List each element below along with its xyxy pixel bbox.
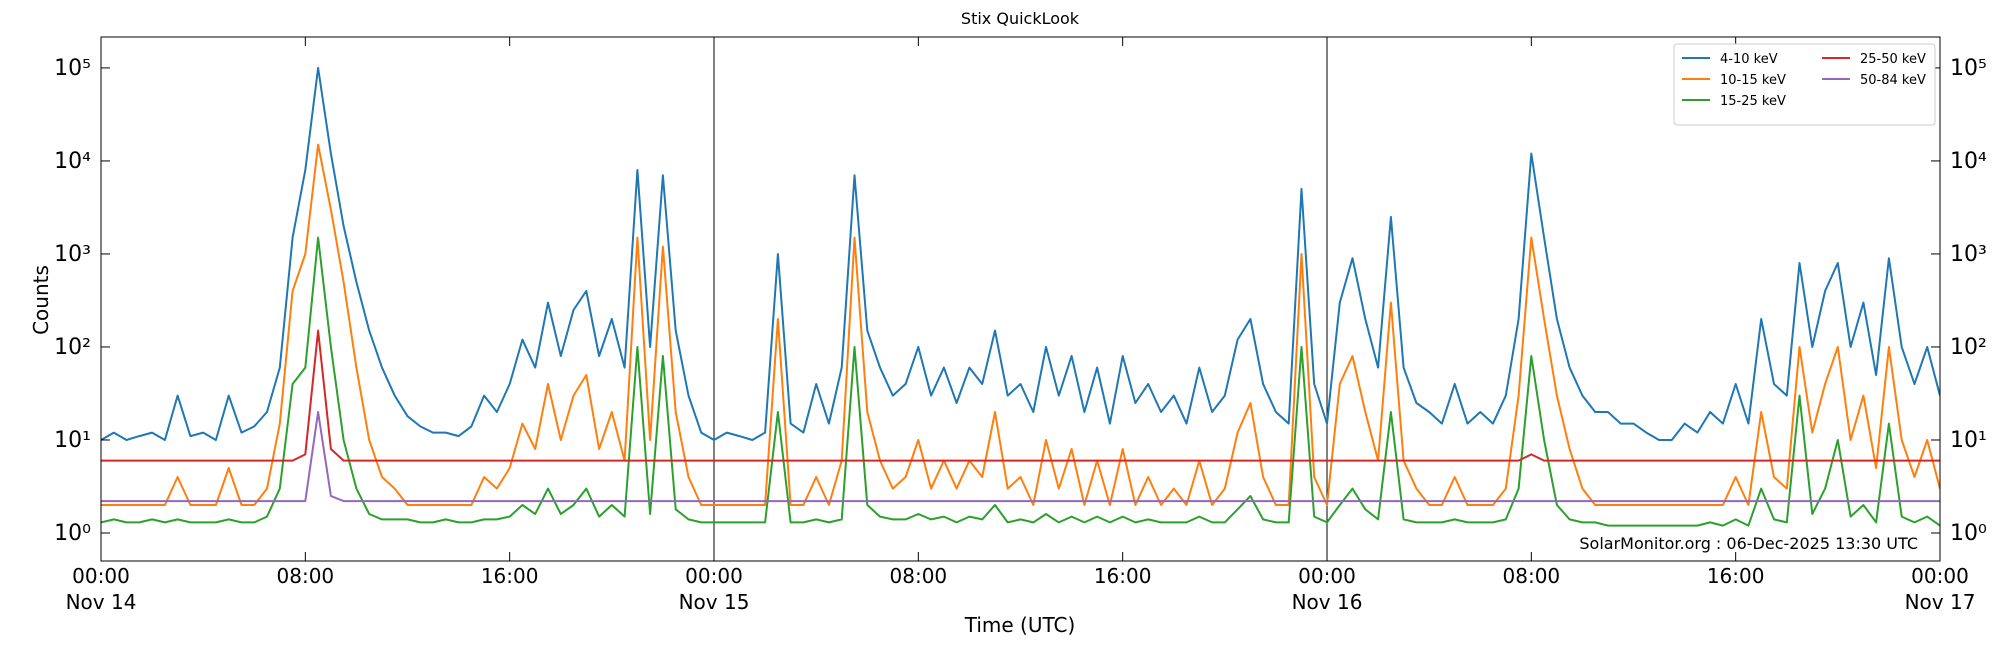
legend-label: 50-84 keV xyxy=(1860,73,1926,88)
x-tick-label: 08:00 xyxy=(1502,564,1561,588)
y-tick-label-right: 10¹ xyxy=(1950,428,1987,453)
x-tick-label: 08:00 xyxy=(889,564,948,588)
x-tick-label: 00:00 Nov 16 xyxy=(1291,564,1363,614)
series-line xyxy=(101,411,1940,503)
annotation: SolarMonitor.org : 06-Dec-2025 13:30 UTC xyxy=(1579,534,1918,553)
series-line xyxy=(101,66,1940,441)
y-tick-label-right: 10³ xyxy=(1950,242,1987,267)
x-tick-label: 16:00 xyxy=(1093,564,1152,588)
x-tick-label: 00:00 Nov 17 xyxy=(1904,564,1976,614)
x-tick-label: 16:00 xyxy=(480,564,539,588)
legend-box xyxy=(1673,43,1936,126)
legend-label: 15-25 keV xyxy=(1720,94,1786,109)
x-axis-label: Time (UTC) xyxy=(964,613,1076,637)
series-line xyxy=(101,329,1940,462)
y-tick-label-right: 10⁰ xyxy=(1950,521,1987,546)
x-tick-label: 00:00 Nov 14 xyxy=(65,564,137,614)
legend-label: 10-15 keV xyxy=(1720,73,1786,88)
y-tick-label: 10¹ xyxy=(54,428,91,453)
y-tick-label-right: 10⁴ xyxy=(1950,149,1987,174)
y-tick-label: 10² xyxy=(54,335,91,360)
y-tick-label-right: 10² xyxy=(1950,335,1987,360)
x-tick-label: 08:00 xyxy=(276,564,335,588)
x-tick-label: 16:00 xyxy=(1706,564,1765,588)
y-axis-label: Counts xyxy=(29,265,53,335)
plot-frame xyxy=(100,36,1941,562)
y-tick-label-right: 10⁵ xyxy=(1950,56,1987,81)
x-tick-label: 00:00 Nov 15 xyxy=(678,564,750,614)
legend-label: 4-10 keV xyxy=(1720,52,1778,67)
y-tick-label: 10⁴ xyxy=(54,149,91,174)
series-line xyxy=(101,236,1940,527)
legend-label: 25-50 keV xyxy=(1860,52,1926,67)
plot-lines xyxy=(101,66,1940,527)
chart-title: Stix QuickLook xyxy=(961,9,1080,28)
series-line xyxy=(101,143,1940,506)
y-tick-label: 10⁰ xyxy=(54,521,91,546)
y-tick-label: 10³ xyxy=(54,242,91,267)
y-tick-label: 10⁵ xyxy=(54,56,91,81)
